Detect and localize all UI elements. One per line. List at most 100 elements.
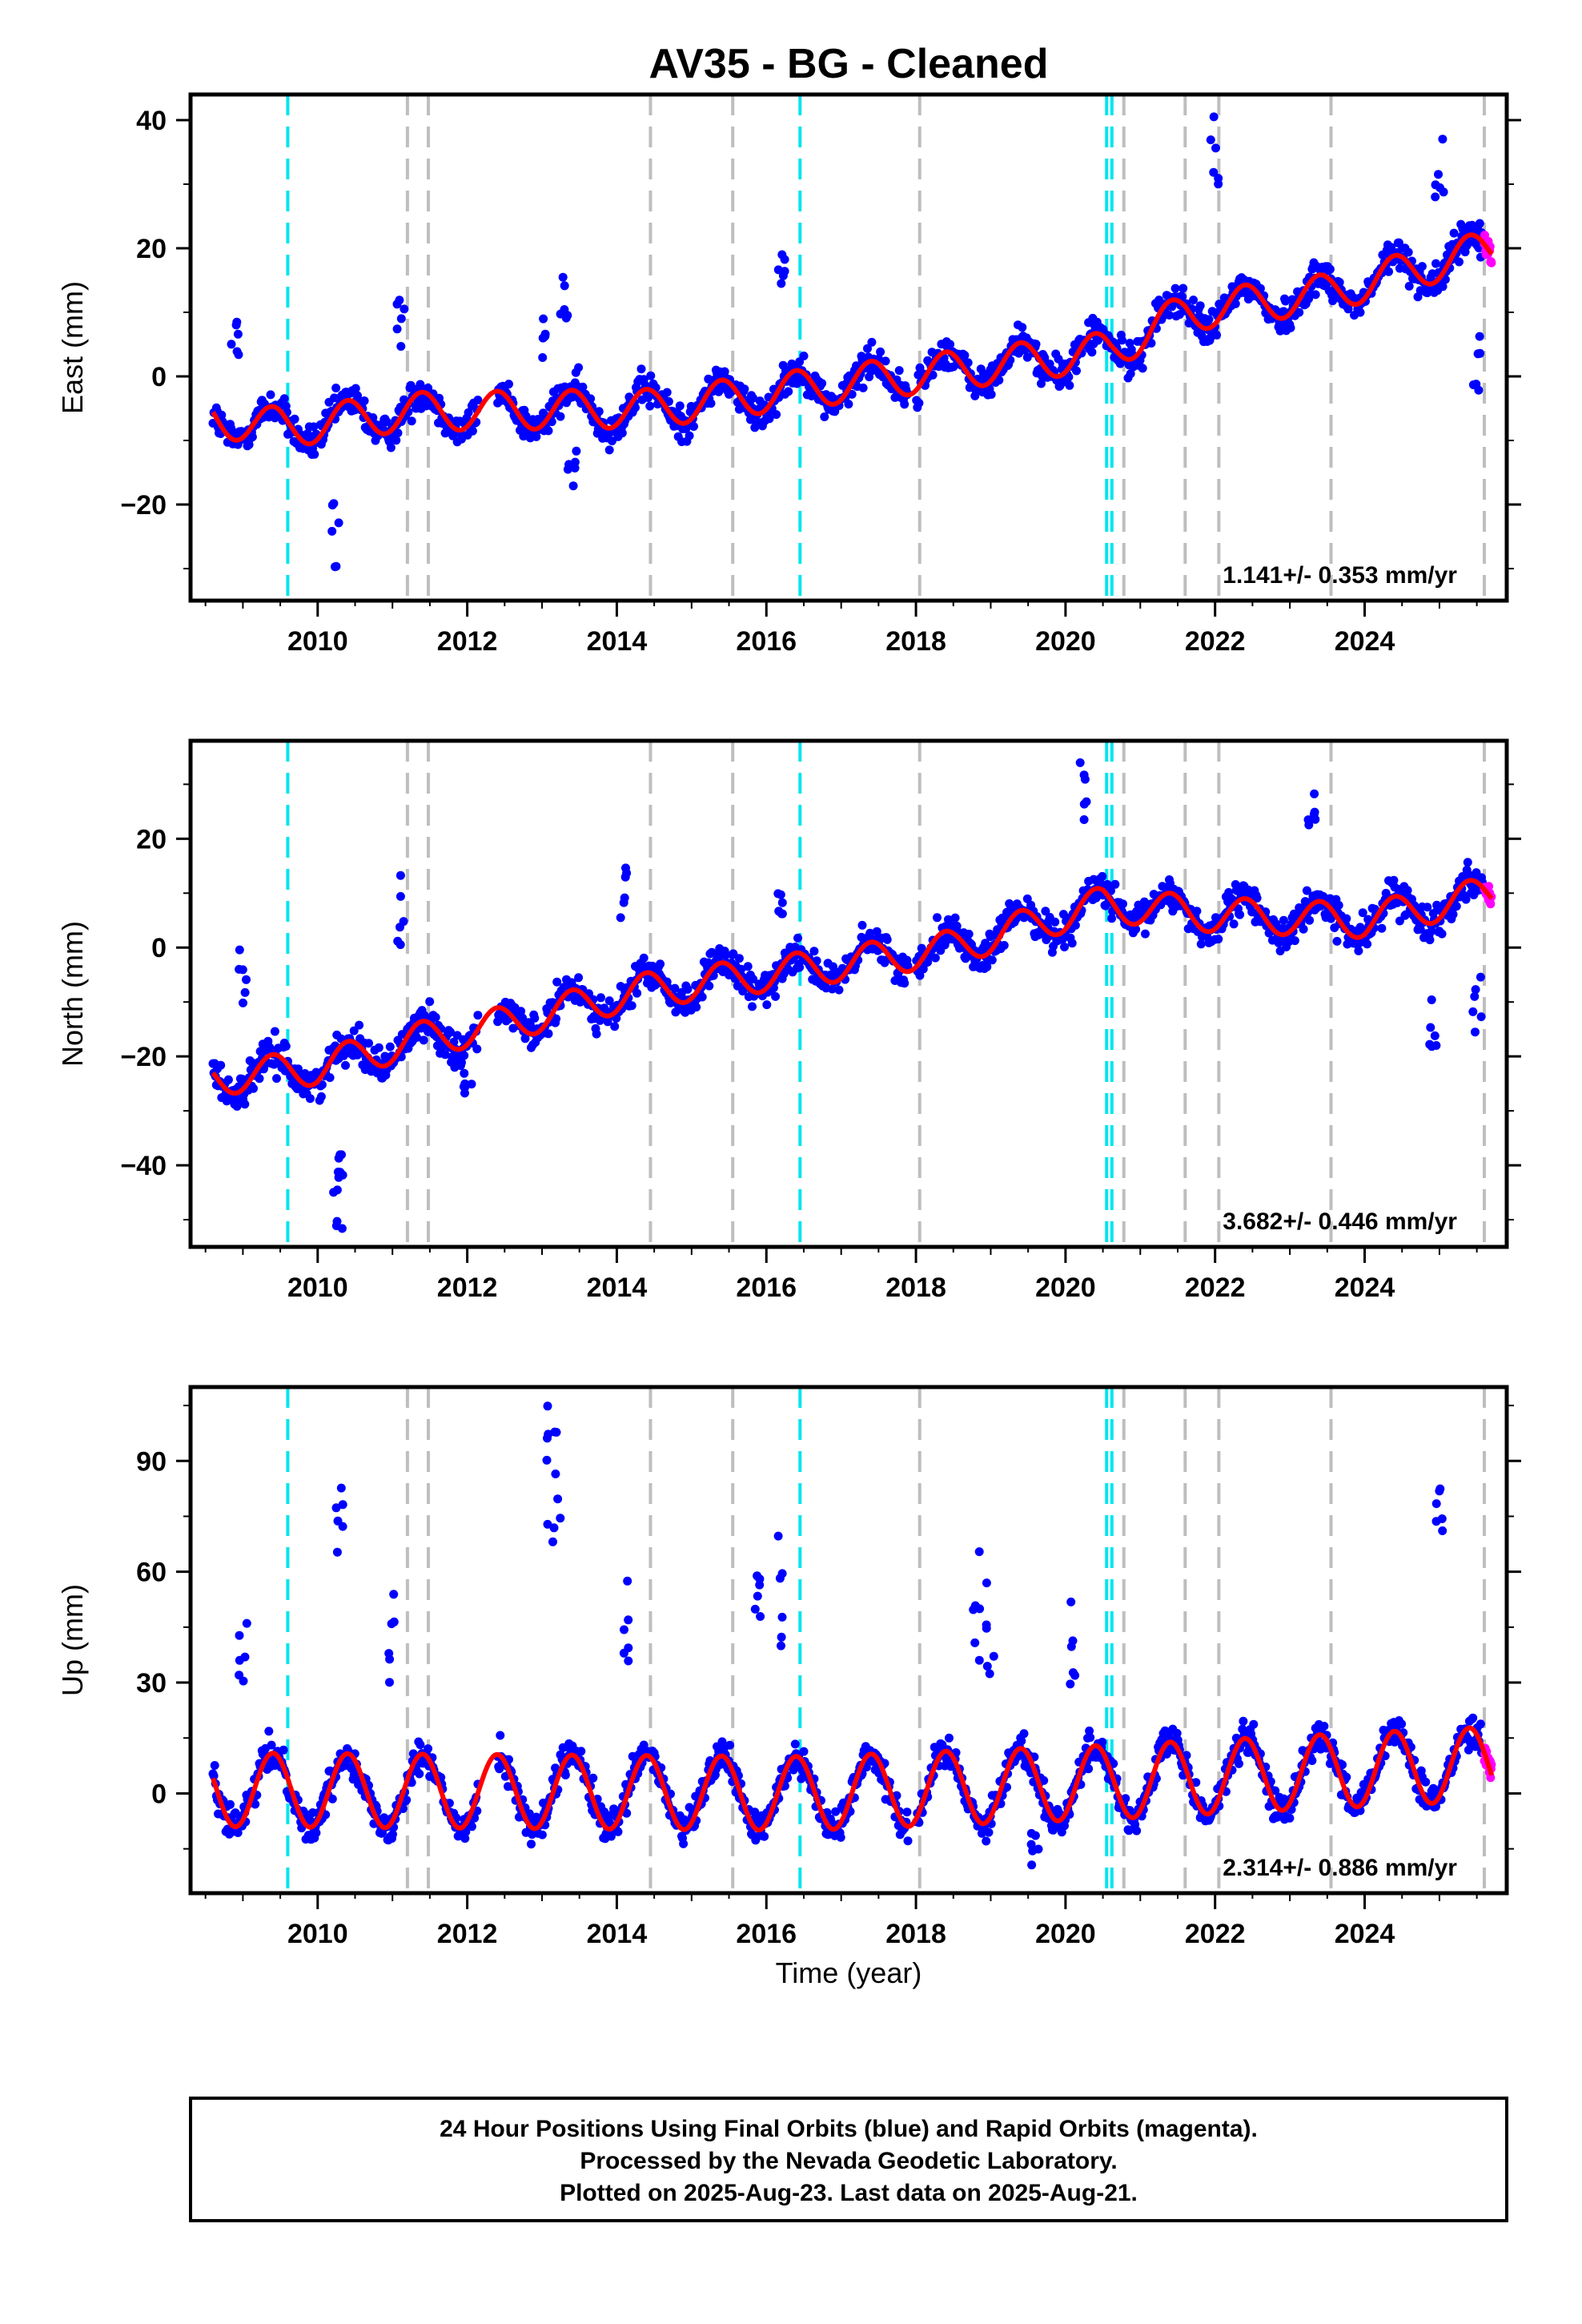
- data-point: [1403, 886, 1412, 895]
- data-point: [457, 1058, 466, 1068]
- outlier-point: [235, 1655, 244, 1665]
- outlier-point: [242, 1618, 251, 1628]
- outlier-point: [233, 329, 243, 339]
- data-point: [1126, 369, 1135, 379]
- data-point: [1098, 871, 1107, 881]
- data-point: [772, 410, 781, 420]
- data-point: [1325, 264, 1335, 274]
- outlier-point: [982, 1620, 991, 1630]
- data-point: [216, 1060, 226, 1070]
- data-point: [1086, 1733, 1095, 1743]
- outlier-point: [1082, 797, 1091, 806]
- data-point: [881, 356, 890, 366]
- outlier-point: [1311, 814, 1320, 824]
- data-point: [1235, 1759, 1243, 1768]
- data-point: [1449, 228, 1459, 238]
- data-point: [325, 1073, 335, 1083]
- data-point: [1212, 330, 1222, 340]
- outlier-point: [1066, 1597, 1076, 1606]
- outlier-point: [777, 909, 786, 919]
- model-fit-line: [211, 1725, 1495, 1833]
- data-point: [255, 1074, 264, 1084]
- data-point: [341, 1060, 350, 1070]
- x-axis-label: Time (year): [776, 1956, 922, 1989]
- y-tick-label: −20: [120, 490, 167, 521]
- data-point: [266, 390, 275, 400]
- data-point: [994, 376, 1004, 385]
- data-point: [987, 955, 997, 965]
- x-tick-label: 2020: [1035, 1273, 1096, 1303]
- data-point: [431, 1012, 440, 1022]
- outlier-point: [334, 1153, 343, 1163]
- outlier-point: [773, 889, 783, 899]
- data-point: [1214, 935, 1223, 944]
- outlier-point: [970, 1638, 980, 1647]
- data-point: [518, 1013, 528, 1023]
- outlier-point: [1080, 774, 1090, 784]
- y-tick-label: 90: [136, 1446, 167, 1477]
- data-point: [310, 449, 319, 459]
- x-tick-label: 2014: [587, 626, 648, 657]
- data-point: [393, 428, 403, 438]
- data-point: [574, 363, 584, 372]
- data-point: [1204, 315, 1214, 324]
- outlier-point: [327, 526, 337, 536]
- data-point: [1118, 899, 1127, 909]
- data-point: [627, 1001, 636, 1011]
- data-point: [305, 1094, 315, 1104]
- y-axis-label: East (mm): [56, 281, 89, 414]
- outlier-point: [329, 1188, 339, 1197]
- final-orbit-points: [208, 112, 1489, 572]
- x-tick-label: 2024: [1335, 1273, 1395, 1303]
- outlier-point: [620, 1625, 628, 1634]
- data-point: [415, 1769, 424, 1779]
- plot-area: [208, 741, 1496, 1247]
- outlier-point: [753, 1591, 762, 1601]
- x-tick-label: 2024: [1335, 626, 1395, 657]
- velocity-label: 2.314+/- 0.886 mm/yr: [1223, 1855, 1457, 1881]
- data-point: [903, 1836, 913, 1846]
- data-point: [729, 949, 738, 959]
- data-point: [1231, 299, 1240, 308]
- data-point: [473, 1011, 483, 1020]
- y-tick-label: 30: [136, 1668, 167, 1699]
- data-point: [1427, 927, 1436, 935]
- data-point: [1172, 1728, 1182, 1738]
- x-tick-label: 2022: [1185, 1273, 1246, 1303]
- data-point: [267, 1740, 276, 1750]
- data-point: [692, 1003, 701, 1012]
- data-point: [359, 396, 369, 405]
- outlier-point: [780, 267, 789, 276]
- data-point: [386, 443, 396, 452]
- outlier-point: [753, 1571, 762, 1581]
- data-point: [697, 992, 707, 1002]
- data-point: [382, 417, 391, 427]
- outlier-point: [539, 314, 548, 324]
- outlier-point: [551, 1470, 560, 1478]
- data-point: [1229, 919, 1239, 929]
- data-point: [771, 991, 781, 1001]
- data-point: [1118, 336, 1126, 345]
- outlier-point: [334, 518, 343, 528]
- data-point: [950, 913, 960, 923]
- data-point: [1335, 278, 1344, 287]
- data-point: [317, 1080, 327, 1089]
- data-point: [604, 445, 614, 455]
- footer-line-3: Plotted on 2025-Aug-23. Last data on 202…: [560, 2180, 1138, 2206]
- outlier-point: [389, 1617, 399, 1626]
- data-point: [1468, 1713, 1478, 1723]
- data-point: [1421, 1777, 1431, 1787]
- outlier-point: [1468, 380, 1478, 389]
- plot-area: [208, 1387, 1496, 1893]
- data-point: [461, 1827, 471, 1836]
- data-point: [1189, 296, 1199, 305]
- data-point: [464, 408, 473, 417]
- data-point: [1423, 903, 1432, 912]
- data-point: [882, 935, 892, 944]
- data-point: [1138, 364, 1147, 373]
- data-point: [233, 1828, 243, 1837]
- data-point: [412, 1033, 422, 1042]
- outlier-point: [1431, 1041, 1441, 1050]
- outlier-point: [982, 1662, 992, 1671]
- data-point: [1017, 1736, 1026, 1746]
